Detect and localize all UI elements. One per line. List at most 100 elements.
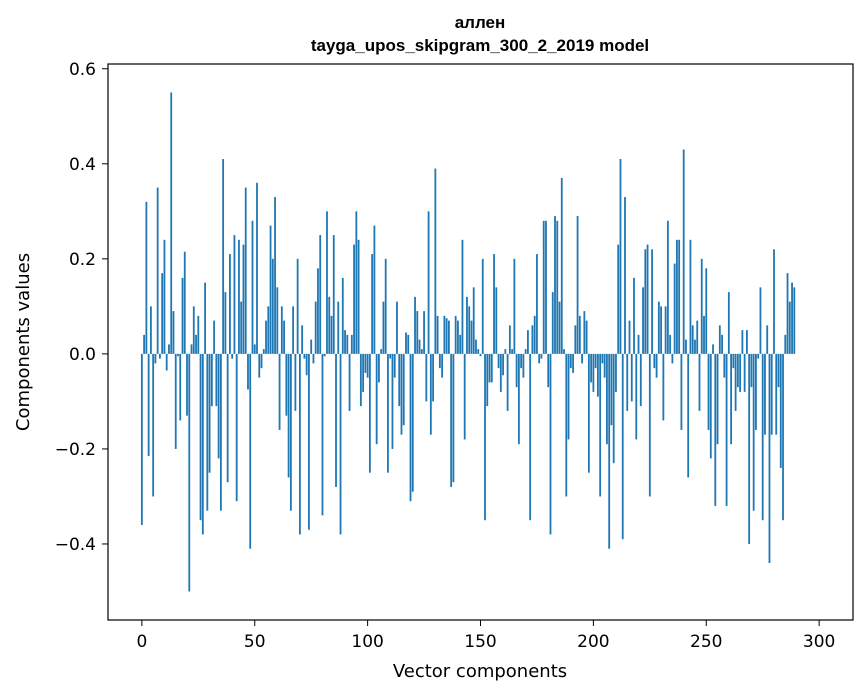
bar [285,353,288,416]
bar [583,311,586,354]
bar [147,353,150,457]
x-tick-label: 200 [577,632,609,652]
bar [666,220,669,354]
bar [393,353,396,378]
bar [143,334,146,354]
x-axis-label: Vector components [393,661,567,682]
bar [770,353,773,435]
bar [637,334,640,354]
bar [626,353,629,411]
bar [240,301,243,354]
bar [497,353,500,369]
bar [676,239,678,354]
bar [289,353,292,511]
bar [644,249,647,354]
bar [585,320,588,354]
chart-title-line-1: аллен [455,13,506,32]
bar [639,353,642,407]
bar [350,334,353,354]
bar [400,353,403,435]
bar [745,330,748,354]
bar [204,282,206,354]
bar [712,344,714,354]
bar [723,353,726,378]
bar [366,353,369,378]
x-tick-label: 300 [803,632,835,652]
bar [364,353,367,373]
bar [197,315,200,354]
bar [612,353,615,464]
bar [764,353,766,435]
plot-frame [107,63,854,621]
bar [648,353,651,497]
bar [479,353,482,357]
bar [310,339,313,354]
bar [508,325,511,354]
x-axis-ticks: 0 50 100 150 200 250 300 [136,620,835,652]
bar [619,159,622,354]
bar [687,353,690,478]
bar [603,353,606,378]
x-tick-label: 150 [464,632,496,652]
bar [587,353,590,473]
bar [409,353,412,502]
bar [405,332,407,354]
bar [305,353,308,376]
bar [373,225,376,354]
bar [488,353,491,383]
bar [348,353,351,411]
bar [235,353,238,502]
bar [773,249,775,354]
bar [335,353,337,487]
bar [646,244,649,354]
bar [411,353,414,492]
bar [680,353,683,430]
bar [459,334,462,354]
bar [368,353,371,473]
bar [308,353,310,530]
bar [231,353,234,359]
bar [664,306,667,354]
bar [274,197,276,354]
y-tick-label: 0.2 [69,250,96,270]
bar [177,353,179,357]
bar [565,353,568,497]
bar [260,353,263,369]
bar [786,273,789,354]
bar [705,268,708,354]
bar [332,235,335,354]
bar [572,353,574,373]
bar [750,353,753,388]
bar [253,344,256,354]
bar [515,353,518,388]
bar [156,187,159,354]
bar [224,292,227,354]
bar [154,353,157,364]
bar [475,339,477,354]
bar [161,273,164,354]
bar [267,306,270,354]
bar [317,268,319,354]
bar [691,325,694,354]
bar [391,353,394,449]
bar [238,239,240,354]
bar [601,353,604,364]
bar [558,301,561,354]
bar [362,353,365,392]
bar [682,149,685,354]
bar [226,353,229,483]
bar [520,353,523,369]
bar [766,325,769,354]
bar [596,353,599,397]
bar [653,353,656,369]
bar [470,320,473,354]
y-tick-label: 0.6 [69,60,96,80]
bar [192,306,195,354]
bar [249,353,252,549]
bar [438,353,441,369]
x-tick-label: 250 [690,632,722,652]
bar [457,320,459,354]
bar [513,258,516,354]
bar [673,263,676,354]
bar [736,353,739,388]
